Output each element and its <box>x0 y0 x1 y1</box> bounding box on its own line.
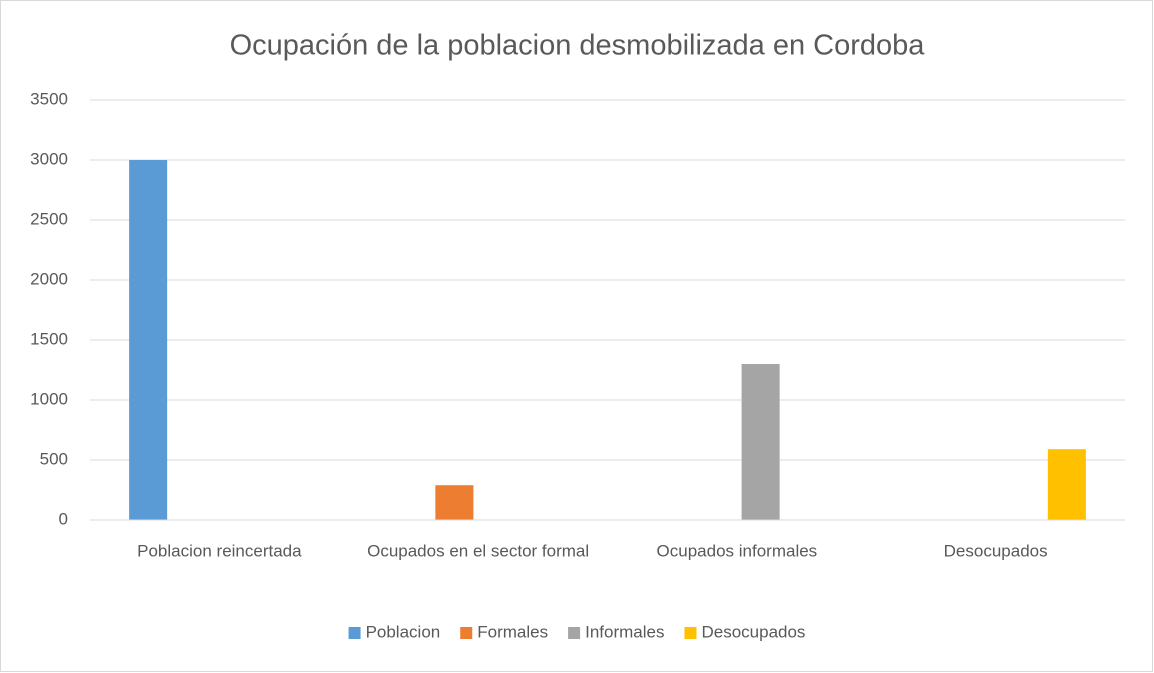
legend-swatch <box>568 627 581 639</box>
legend-swatch <box>460 627 473 639</box>
chart-title: Ocupación de la poblacion desmobilizada … <box>230 30 926 62</box>
legend-swatch <box>348 627 361 639</box>
bar <box>1047 449 1086 520</box>
y-tick-label: 2500 <box>30 209 68 228</box>
legend-label: Informales <box>585 622 664 641</box>
bar <box>129 160 168 520</box>
x-tick-label: Ocupados en el sector formal <box>367 541 589 560</box>
legend-label: Formales <box>477 622 548 641</box>
x-tick-label: Ocupados informales <box>657 541 818 560</box>
x-tick-label: Poblacion reincertada <box>137 541 302 560</box>
bar <box>435 485 474 520</box>
legend-label: Poblacion <box>366 622 441 641</box>
y-tick-label: 2000 <box>30 269 68 288</box>
y-tick-label: 1500 <box>30 329 68 348</box>
y-tick-label: 3500 <box>30 89 68 108</box>
x-tick-label: Desocupados <box>944 541 1048 560</box>
y-tick-label: 1000 <box>30 389 68 408</box>
y-tick-label: 0 <box>59 509 68 528</box>
legend-label: Desocupados <box>701 622 805 641</box>
legend-swatch <box>684 627 697 639</box>
y-tick-label: 500 <box>40 449 68 468</box>
y-tick-label: 3000 <box>30 149 68 168</box>
bar <box>741 364 780 520</box>
